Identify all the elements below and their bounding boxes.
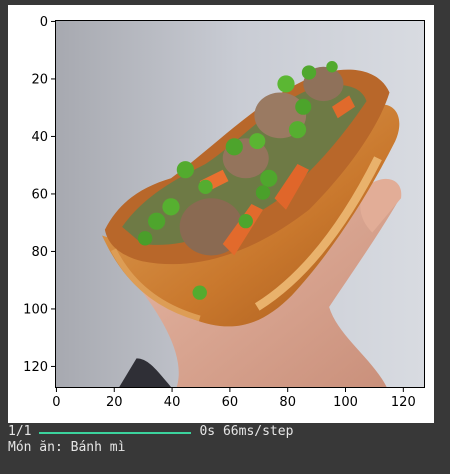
prediction-text: Món ăn: Bánh mì	[8, 440, 126, 455]
y-tick-label: 40	[31, 130, 48, 145]
image-axes	[55, 20, 425, 388]
x-tick-label: 0	[52, 395, 60, 410]
step-count: 1/1	[8, 424, 32, 439]
progress-line: 1/1 0s 66ms/step	[8, 424, 448, 440]
matplotlib-figure: 0 20 40 60 80 100 120 0 20 40 60 80 100 120	[8, 5, 434, 423]
console-output: 1/1 0s 66ms/step Món ăn: Bánh mì	[8, 424, 448, 456]
x-tick-label: 100	[333, 395, 358, 410]
progress-bar	[39, 432, 192, 434]
x-tick-label: 60	[222, 395, 239, 410]
x-tick-label: 80	[279, 395, 296, 410]
y-tick-label: 100	[23, 302, 48, 317]
y-tick-label: 60	[31, 187, 48, 202]
axis-ticks: 0 20 40 60 80 100 120 0 20 40 60 80 100 120	[23, 15, 416, 410]
x-tick-label: 20	[106, 395, 123, 410]
y-tick-label: 0	[40, 15, 48, 30]
y-tick-label: 120	[23, 360, 48, 375]
banh-mi-photo	[56, 21, 424, 387]
y-tick-label: 20	[31, 72, 48, 87]
step-timing: 0s 66ms/step	[199, 424, 294, 439]
x-tick-label: 40	[164, 395, 181, 410]
x-tick-label: 120	[391, 395, 416, 410]
y-tick-label: 80	[31, 245, 48, 260]
